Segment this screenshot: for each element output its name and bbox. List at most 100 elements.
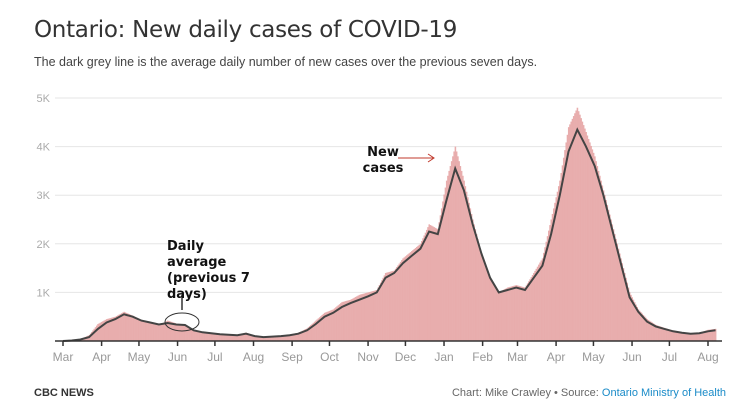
bar-new-cases xyxy=(108,318,111,341)
bar-new-cases xyxy=(408,253,411,341)
bar-new-cases xyxy=(140,320,143,341)
bar-new-cases xyxy=(485,267,488,341)
bar-new-cases xyxy=(631,297,633,341)
bar-new-cases xyxy=(261,336,264,341)
bar-new-cases xyxy=(706,330,708,341)
bar-new-cases xyxy=(696,332,698,341)
bar-new-cases xyxy=(428,224,431,341)
bar-new-cases xyxy=(450,161,453,341)
bar-new-cases xyxy=(363,293,366,341)
bar-new-cases xyxy=(200,331,203,341)
bar-new-cases xyxy=(620,258,622,341)
bar-new-cases xyxy=(174,323,177,341)
bar-new-cases xyxy=(98,323,101,341)
bar-new-cases xyxy=(570,121,572,341)
bar-new-cases xyxy=(576,107,579,341)
bar-new-cases xyxy=(597,170,600,341)
bar-new-cases xyxy=(508,287,510,341)
bar-new-cases xyxy=(180,324,183,341)
bar-new-cases xyxy=(402,258,404,341)
bar-new-cases xyxy=(184,324,186,341)
bar-new-cases xyxy=(474,229,477,341)
bar-new-cases xyxy=(295,333,297,341)
bar-new-cases xyxy=(694,332,697,341)
bar-new-cases xyxy=(224,334,226,341)
bar-new-cases xyxy=(612,229,615,341)
bar-new-cases xyxy=(368,292,371,341)
bar-new-cases xyxy=(356,296,358,341)
bar-new-cases xyxy=(96,325,98,341)
bar-new-cases xyxy=(220,334,223,341)
bar-new-cases xyxy=(387,272,389,341)
bar-new-cases xyxy=(229,334,231,341)
bar-new-cases xyxy=(201,332,204,341)
bar-new-cases xyxy=(160,323,163,341)
bar-new-cases xyxy=(445,180,448,341)
bar-new-cases xyxy=(185,325,188,341)
bar-new-cases xyxy=(97,323,99,341)
bar-new-cases xyxy=(254,336,256,341)
bar-new-cases xyxy=(543,252,545,341)
x-tick-label: Feb xyxy=(472,350,493,364)
bar-new-cases xyxy=(500,291,503,341)
bar-new-cases xyxy=(159,324,162,341)
bar-new-cases xyxy=(115,316,118,341)
bar-new-cases xyxy=(133,316,135,341)
bar-new-cases xyxy=(401,260,403,341)
bar-new-cases xyxy=(686,332,688,341)
bar-new-cases xyxy=(231,334,234,341)
bar-new-cases xyxy=(610,219,612,341)
bar-new-cases xyxy=(292,333,295,341)
bar-new-cases xyxy=(247,333,250,341)
bar-new-cases xyxy=(708,329,711,341)
bar-new-cases xyxy=(353,297,356,341)
bar-new-cases xyxy=(678,331,681,341)
bar-new-cases xyxy=(488,274,490,341)
bar-new-cases xyxy=(315,320,317,341)
bar-new-cases xyxy=(382,277,384,341)
y-tick-label: 4K xyxy=(37,142,51,154)
bar-new-cases xyxy=(129,314,132,341)
bar-new-cases xyxy=(266,336,269,341)
bar-new-cases xyxy=(602,190,605,341)
source-link[interactable]: Ontario Ministry of Health xyxy=(601,387,726,399)
bar-new-cases xyxy=(223,334,225,341)
bar-new-cases xyxy=(713,329,716,341)
bar-new-cases xyxy=(92,330,94,341)
bar-new-cases xyxy=(399,261,402,341)
bar-new-cases xyxy=(404,256,407,341)
bar-new-cases xyxy=(689,333,692,341)
bar-new-cases xyxy=(306,328,308,341)
bar-new-cases xyxy=(666,328,668,341)
bar-new-cases xyxy=(123,311,125,341)
bar-new-cases xyxy=(107,318,109,341)
bar-new-cases xyxy=(193,330,195,341)
x-tick-label: Jan xyxy=(434,350,453,364)
bar-new-cases xyxy=(166,320,169,341)
bar-new-cases xyxy=(579,114,581,341)
bar-new-cases xyxy=(397,265,399,341)
bar-new-cases xyxy=(473,224,475,341)
bar-new-cases xyxy=(714,328,717,341)
bar-new-cases xyxy=(331,309,333,341)
bar-new-cases xyxy=(552,208,555,341)
bar-new-cases xyxy=(682,332,685,341)
bar-new-cases xyxy=(407,254,409,341)
bar-new-cases xyxy=(340,303,342,341)
bar-new-cases xyxy=(600,180,602,341)
bar-new-cases xyxy=(386,272,388,341)
bar-new-cases xyxy=(617,248,620,341)
bar-new-cases xyxy=(127,313,129,341)
bar-new-cases xyxy=(252,335,255,341)
bar-new-cases xyxy=(616,243,619,341)
bar-new-cases xyxy=(465,191,468,341)
bar-new-cases xyxy=(627,287,630,341)
bar-new-cases xyxy=(262,337,265,341)
bar-new-cases xyxy=(417,245,419,341)
bar-new-cases xyxy=(427,227,429,341)
bar-new-cases xyxy=(521,286,524,341)
x-tick-label: Mar xyxy=(507,350,528,364)
bar-new-cases xyxy=(559,180,561,341)
bar-new-cases xyxy=(448,170,450,341)
bar-new-cases xyxy=(367,292,370,341)
